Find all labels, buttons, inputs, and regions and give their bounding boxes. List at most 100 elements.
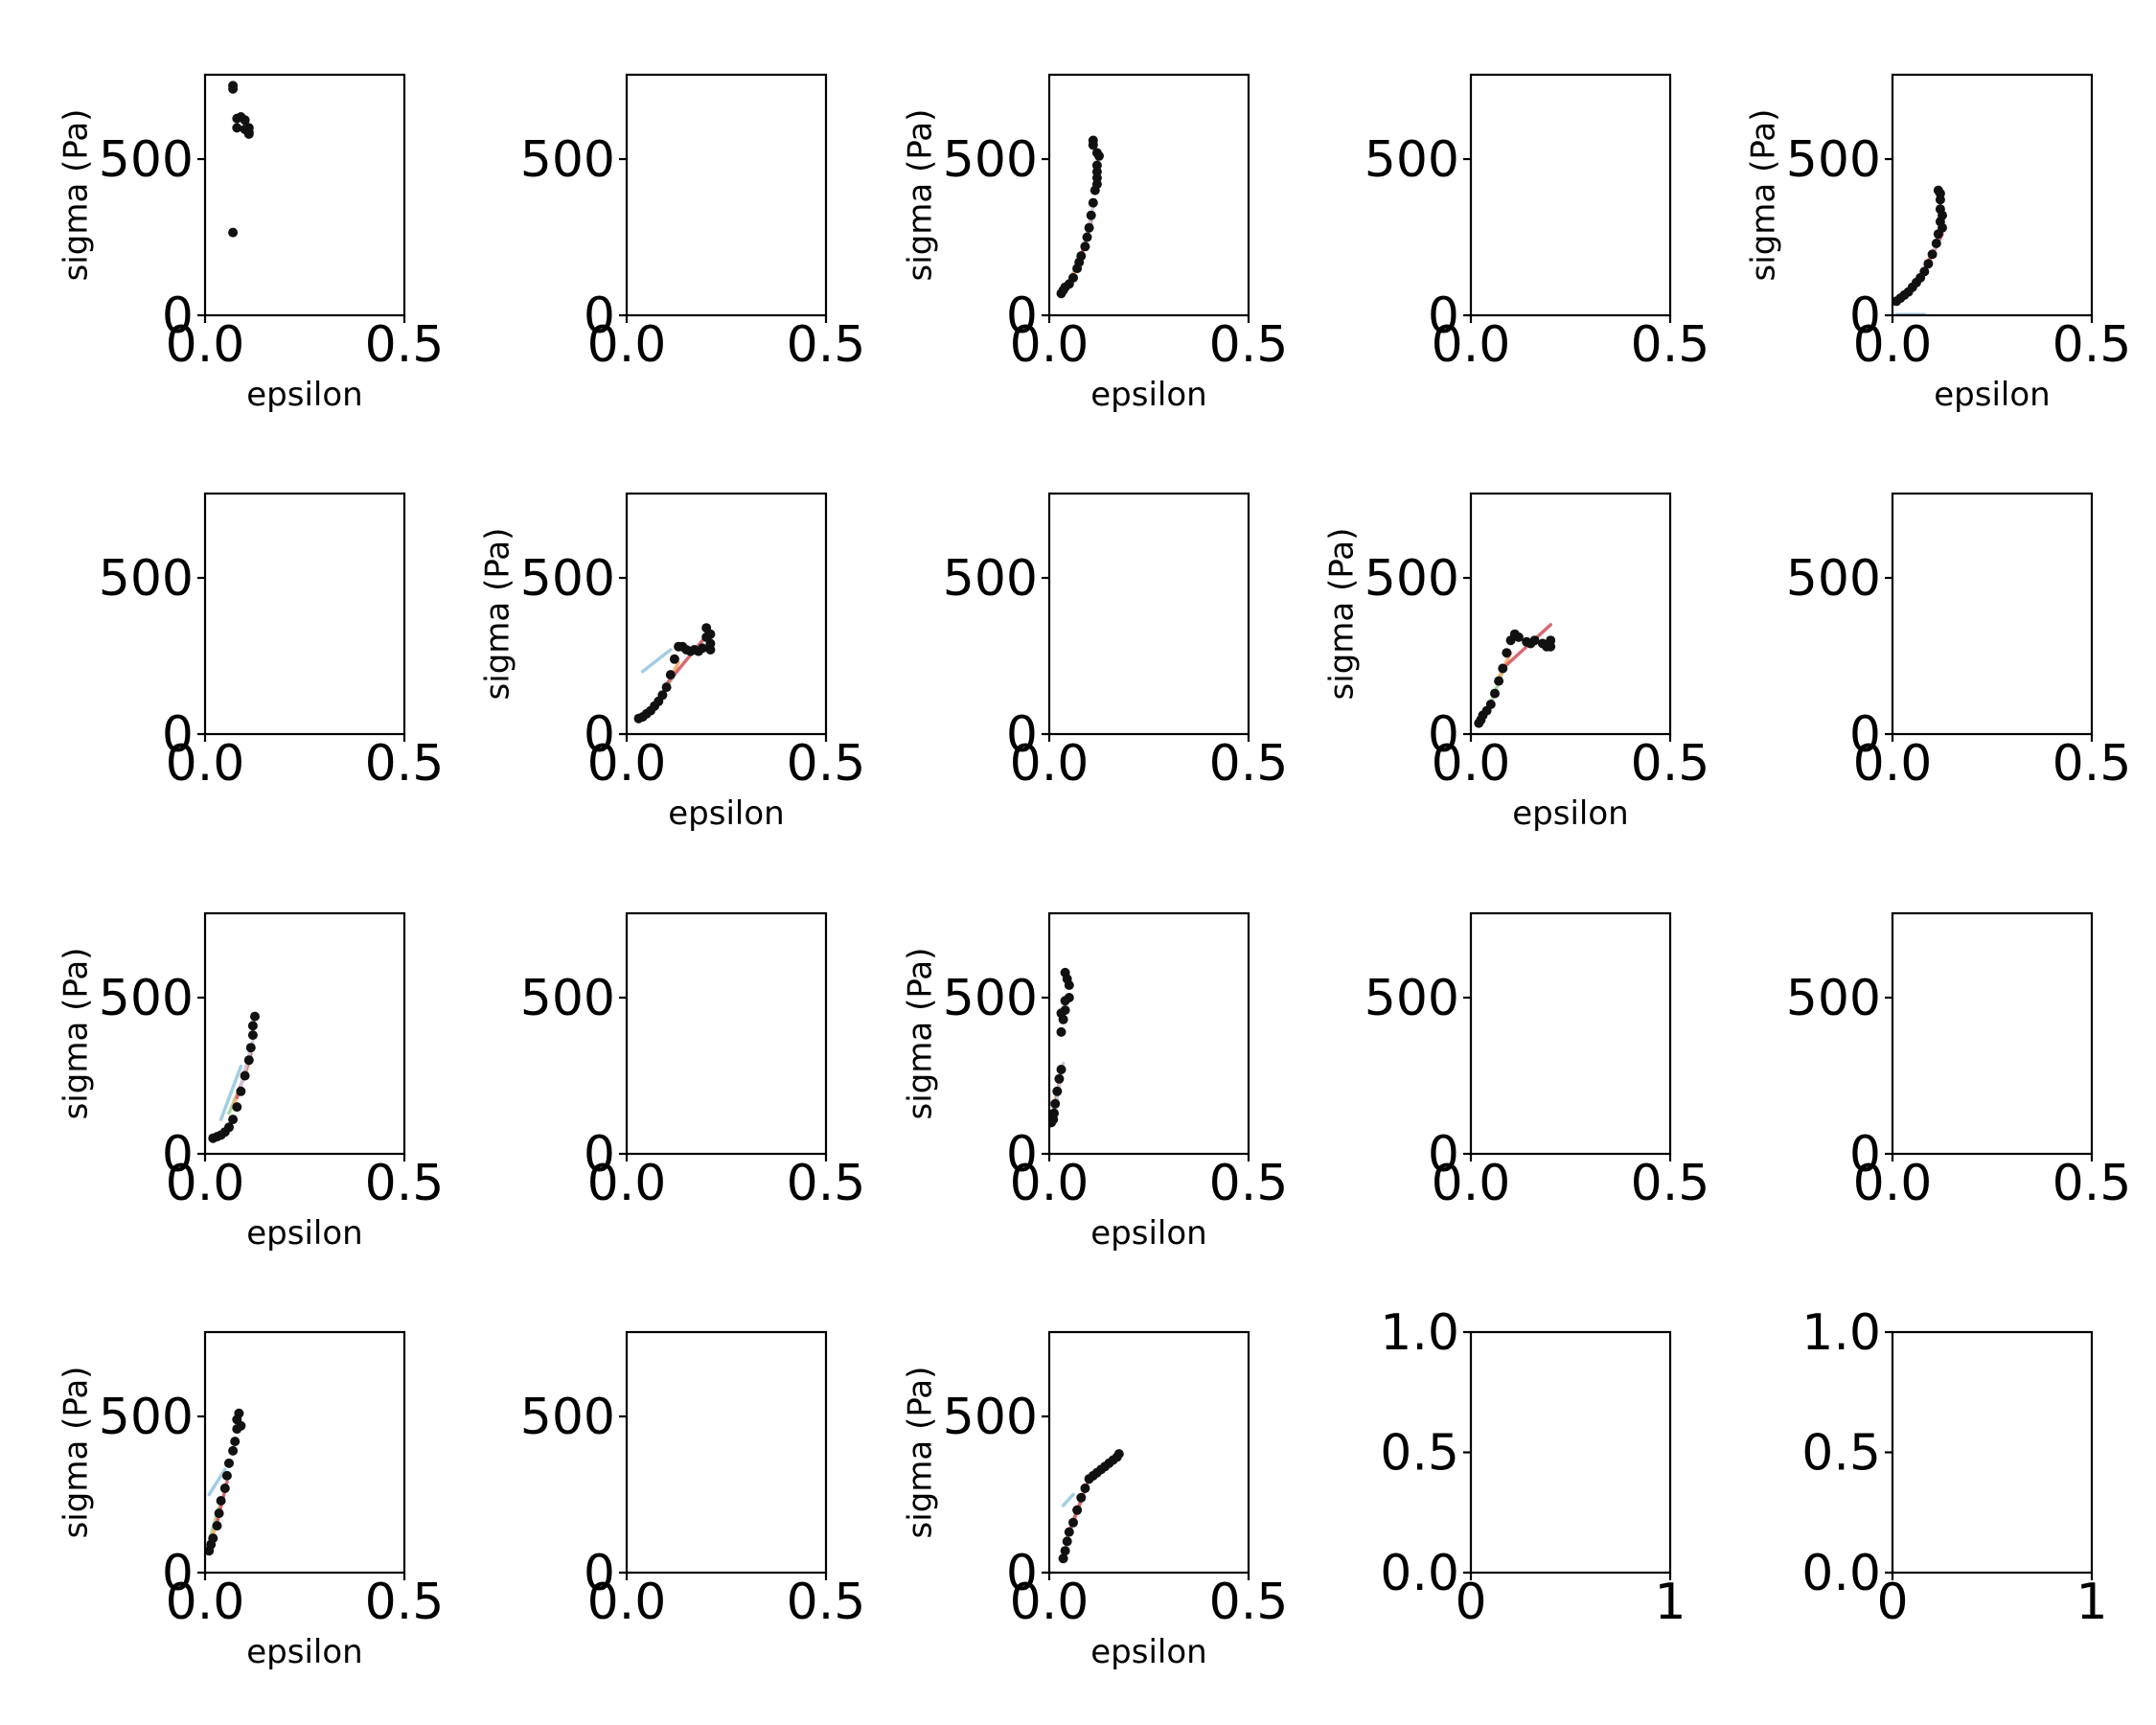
fit-lines (207, 1467, 229, 1544)
axes-frame (1891, 73, 2094, 317)
data-point (230, 1437, 241, 1447)
x-tick-label: 0.5 (2053, 735, 2132, 793)
data-point (1490, 688, 1500, 699)
axes-frame (625, 911, 828, 1156)
x-tick-label: 0.5 (787, 316, 866, 374)
data-point (219, 1484, 230, 1493)
data-point (1080, 1484, 1090, 1493)
subplot-0-0: 0.0 0.5 0 500 epsilon sigma (Pa) (57, 73, 445, 414)
data-point (243, 1055, 254, 1066)
data-point (236, 1086, 246, 1096)
data-point (1513, 632, 1524, 642)
x-tick-label: 0.0 (587, 735, 667, 793)
subplot-2-2: 0.0 0.5 0 500 epsilon sigma (Pa) (902, 911, 1288, 1253)
data-points (205, 1408, 246, 1556)
y-tick-label: 0 (584, 1545, 615, 1602)
data-point (1088, 197, 1098, 208)
fit-line (1061, 1492, 1075, 1507)
axes-frame (1891, 1330, 2094, 1575)
y-tick-label: 500 (943, 550, 1038, 608)
data-point (245, 1043, 256, 1053)
data-point (1072, 1505, 1083, 1515)
y-tick-label: 0 (1849, 1126, 1881, 1184)
y-tick-label: 0 (1849, 706, 1881, 764)
y-tick-label: 500 (520, 131, 615, 189)
y-axis-title: sigma (Pa) (1745, 109, 1783, 282)
axes-frame (1469, 1330, 1672, 1575)
data-point (243, 128, 254, 139)
data-point (698, 643, 707, 654)
data-point (1084, 222, 1094, 233)
subplot-0-1: 0.0 0.5 0 500 (520, 73, 866, 374)
x-tick-label: 1 (2076, 1574, 2107, 1631)
data-point (1052, 1086, 1063, 1096)
y-axis-title: sigma (Pa) (479, 528, 517, 701)
data-point (1927, 249, 1938, 260)
data-point (661, 682, 672, 693)
x-axis-title: epsilon (246, 1214, 362, 1253)
y-tick-label: 500 (943, 131, 1038, 189)
subplot-1-3: 0.0 0.5 0 500 epsilon sigma (Pa) (1323, 492, 1709, 833)
y-axis-title: sigma (Pa) (57, 109, 96, 282)
axes-frame (1047, 492, 1250, 736)
data-point (1113, 1449, 1124, 1460)
data-point (1502, 648, 1512, 658)
data-point (1056, 1065, 1067, 1074)
y-tick-label: 0 (1006, 288, 1038, 345)
x-tick-label: 0.0 (1010, 1574, 1089, 1631)
subplot-2-1: 0.0 0.5 0 500 (520, 911, 865, 1212)
data-point (1068, 272, 1078, 283)
data-point (1060, 1546, 1070, 1556)
fit-line (207, 1467, 227, 1497)
axes-frame (625, 1330, 828, 1575)
y-tick-label: 0 (1006, 1545, 1038, 1602)
x-tick-label: 0 (1455, 1574, 1486, 1631)
data-point (657, 690, 668, 701)
x-tick-label: 0.0 (1432, 735, 1511, 793)
subplot-0-4: 0.0 0.5 0 500 epsilon sigma (Pa) (1745, 73, 2131, 414)
axes-frame (1469, 911, 1672, 1156)
data-point (669, 654, 679, 664)
y-tick-label: 0.0 (1801, 1545, 1881, 1602)
y-tick-label: 0 (162, 288, 194, 345)
axes-frame (1047, 1330, 1250, 1575)
subplot-0-2: 0.0 0.5 0 500 epsilon sigma (Pa) (902, 73, 1288, 414)
x-tick-label: 0.5 (1631, 1155, 1710, 1212)
subplot-3-1: 0.0 0.5 0 500 (520, 1330, 865, 1631)
x-tick-label: 0.5 (2053, 1155, 2132, 1212)
y-tick-label: 500 (943, 970, 1038, 1027)
data-point (214, 1508, 224, 1519)
data-point (1076, 1492, 1087, 1503)
x-axis-title: epsilon (1934, 376, 2050, 414)
subplot-3-2: 0.0 0.5 0 500 epsilon sigma (Pa) (902, 1330, 1289, 1671)
data-point (228, 83, 239, 94)
data-point (1923, 259, 1934, 269)
data-point (240, 115, 250, 126)
x-tick-label: 0.0 (1853, 316, 1933, 374)
y-tick-label: 0 (162, 1545, 194, 1602)
data-point (1064, 980, 1074, 990)
subplot-1-4: 0.0 0.5 0 500 (1786, 492, 2132, 793)
data-point (665, 670, 676, 680)
subplot-3-3: 0 1 0.0 0.5 1.0 (1380, 1304, 1686, 1631)
axes-frame (1469, 492, 1672, 736)
data-point (1088, 140, 1098, 150)
y-axis-title: sigma (Pa) (57, 948, 96, 1120)
x-tick-label: 0.5 (365, 316, 445, 374)
data-points (208, 1011, 260, 1143)
axes-frame (203, 911, 406, 1156)
data-point (1058, 1553, 1068, 1564)
y-tick-label: 500 (520, 550, 615, 608)
x-axis-title: epsilon (246, 376, 362, 414)
subplot-1-1: 0.0 0.5 0 500 epsilon sigma (Pa) (479, 492, 865, 833)
data-point (1938, 210, 1947, 220)
x-tick-label: 0.0 (1010, 735, 1089, 793)
x-tick-label: 0.0 (1010, 316, 1089, 374)
data-points (633, 623, 716, 724)
data-point (228, 227, 239, 238)
data-point (216, 1496, 226, 1506)
data-point (1054, 1073, 1065, 1084)
x-tick-label: 0.5 (1209, 1574, 1289, 1631)
y-tick-label: 500 (943, 1389, 1038, 1446)
